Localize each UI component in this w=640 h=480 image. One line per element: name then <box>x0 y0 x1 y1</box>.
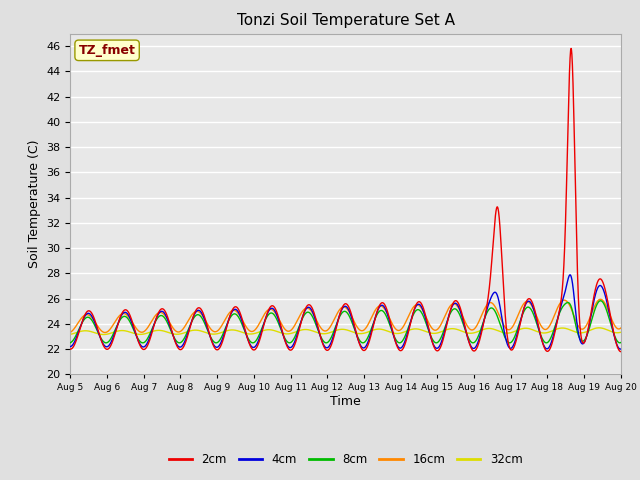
Legend: 2cm, 4cm, 8cm, 16cm, 32cm: 2cm, 4cm, 8cm, 16cm, 32cm <box>164 448 527 471</box>
Text: TZ_fmet: TZ_fmet <box>79 44 136 57</box>
Title: Tonzi Soil Temperature Set A: Tonzi Soil Temperature Set A <box>237 13 454 28</box>
X-axis label: Time: Time <box>330 395 361 408</box>
Y-axis label: Soil Temperature (C): Soil Temperature (C) <box>28 140 41 268</box>
